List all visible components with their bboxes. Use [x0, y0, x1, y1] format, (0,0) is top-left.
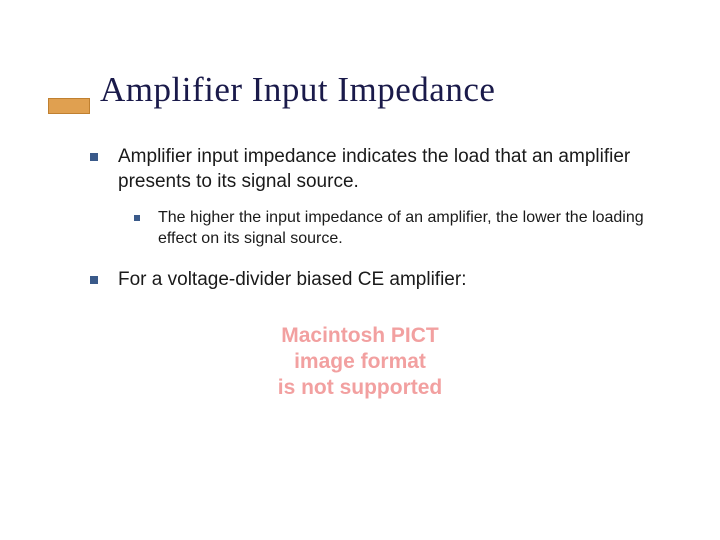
bullet-text: The higher the input impedance of an amp… — [158, 209, 644, 247]
square-bullet-icon — [90, 276, 98, 284]
list-item: The higher the input impedance of an amp… — [134, 208, 670, 250]
pict-placeholder: Macintosh PICT image format is not suppo… — [90, 323, 630, 402]
square-bullet-icon — [90, 153, 98, 161]
placeholder-line: image format — [90, 349, 630, 375]
slide-body: Amplifier input impedance indicates the … — [90, 145, 670, 401]
placeholder-line: Macintosh PICT — [90, 323, 630, 349]
accent-bar — [48, 98, 90, 114]
bullet-text: For a voltage-divider biased CE amplifie… — [118, 269, 467, 290]
list-item: For a voltage-divider biased CE amplifie… — [90, 268, 670, 293]
slide-title: Amplifier Input Impedance — [100, 70, 670, 110]
bullet-text: Amplifier input impedance indicates the … — [118, 146, 630, 192]
title-area: Amplifier Input Impedance — [100, 70, 670, 110]
bullet-list: Amplifier input impedance indicates the … — [90, 145, 670, 293]
list-item: Amplifier input impedance indicates the … — [90, 145, 670, 250]
placeholder-line: is not supported — [90, 375, 630, 401]
slide: Amplifier Input Impedance Amplifier inpu… — [0, 0, 720, 540]
square-bullet-icon — [134, 215, 140, 221]
sub-bullet-list: The higher the input impedance of an amp… — [134, 208, 670, 250]
